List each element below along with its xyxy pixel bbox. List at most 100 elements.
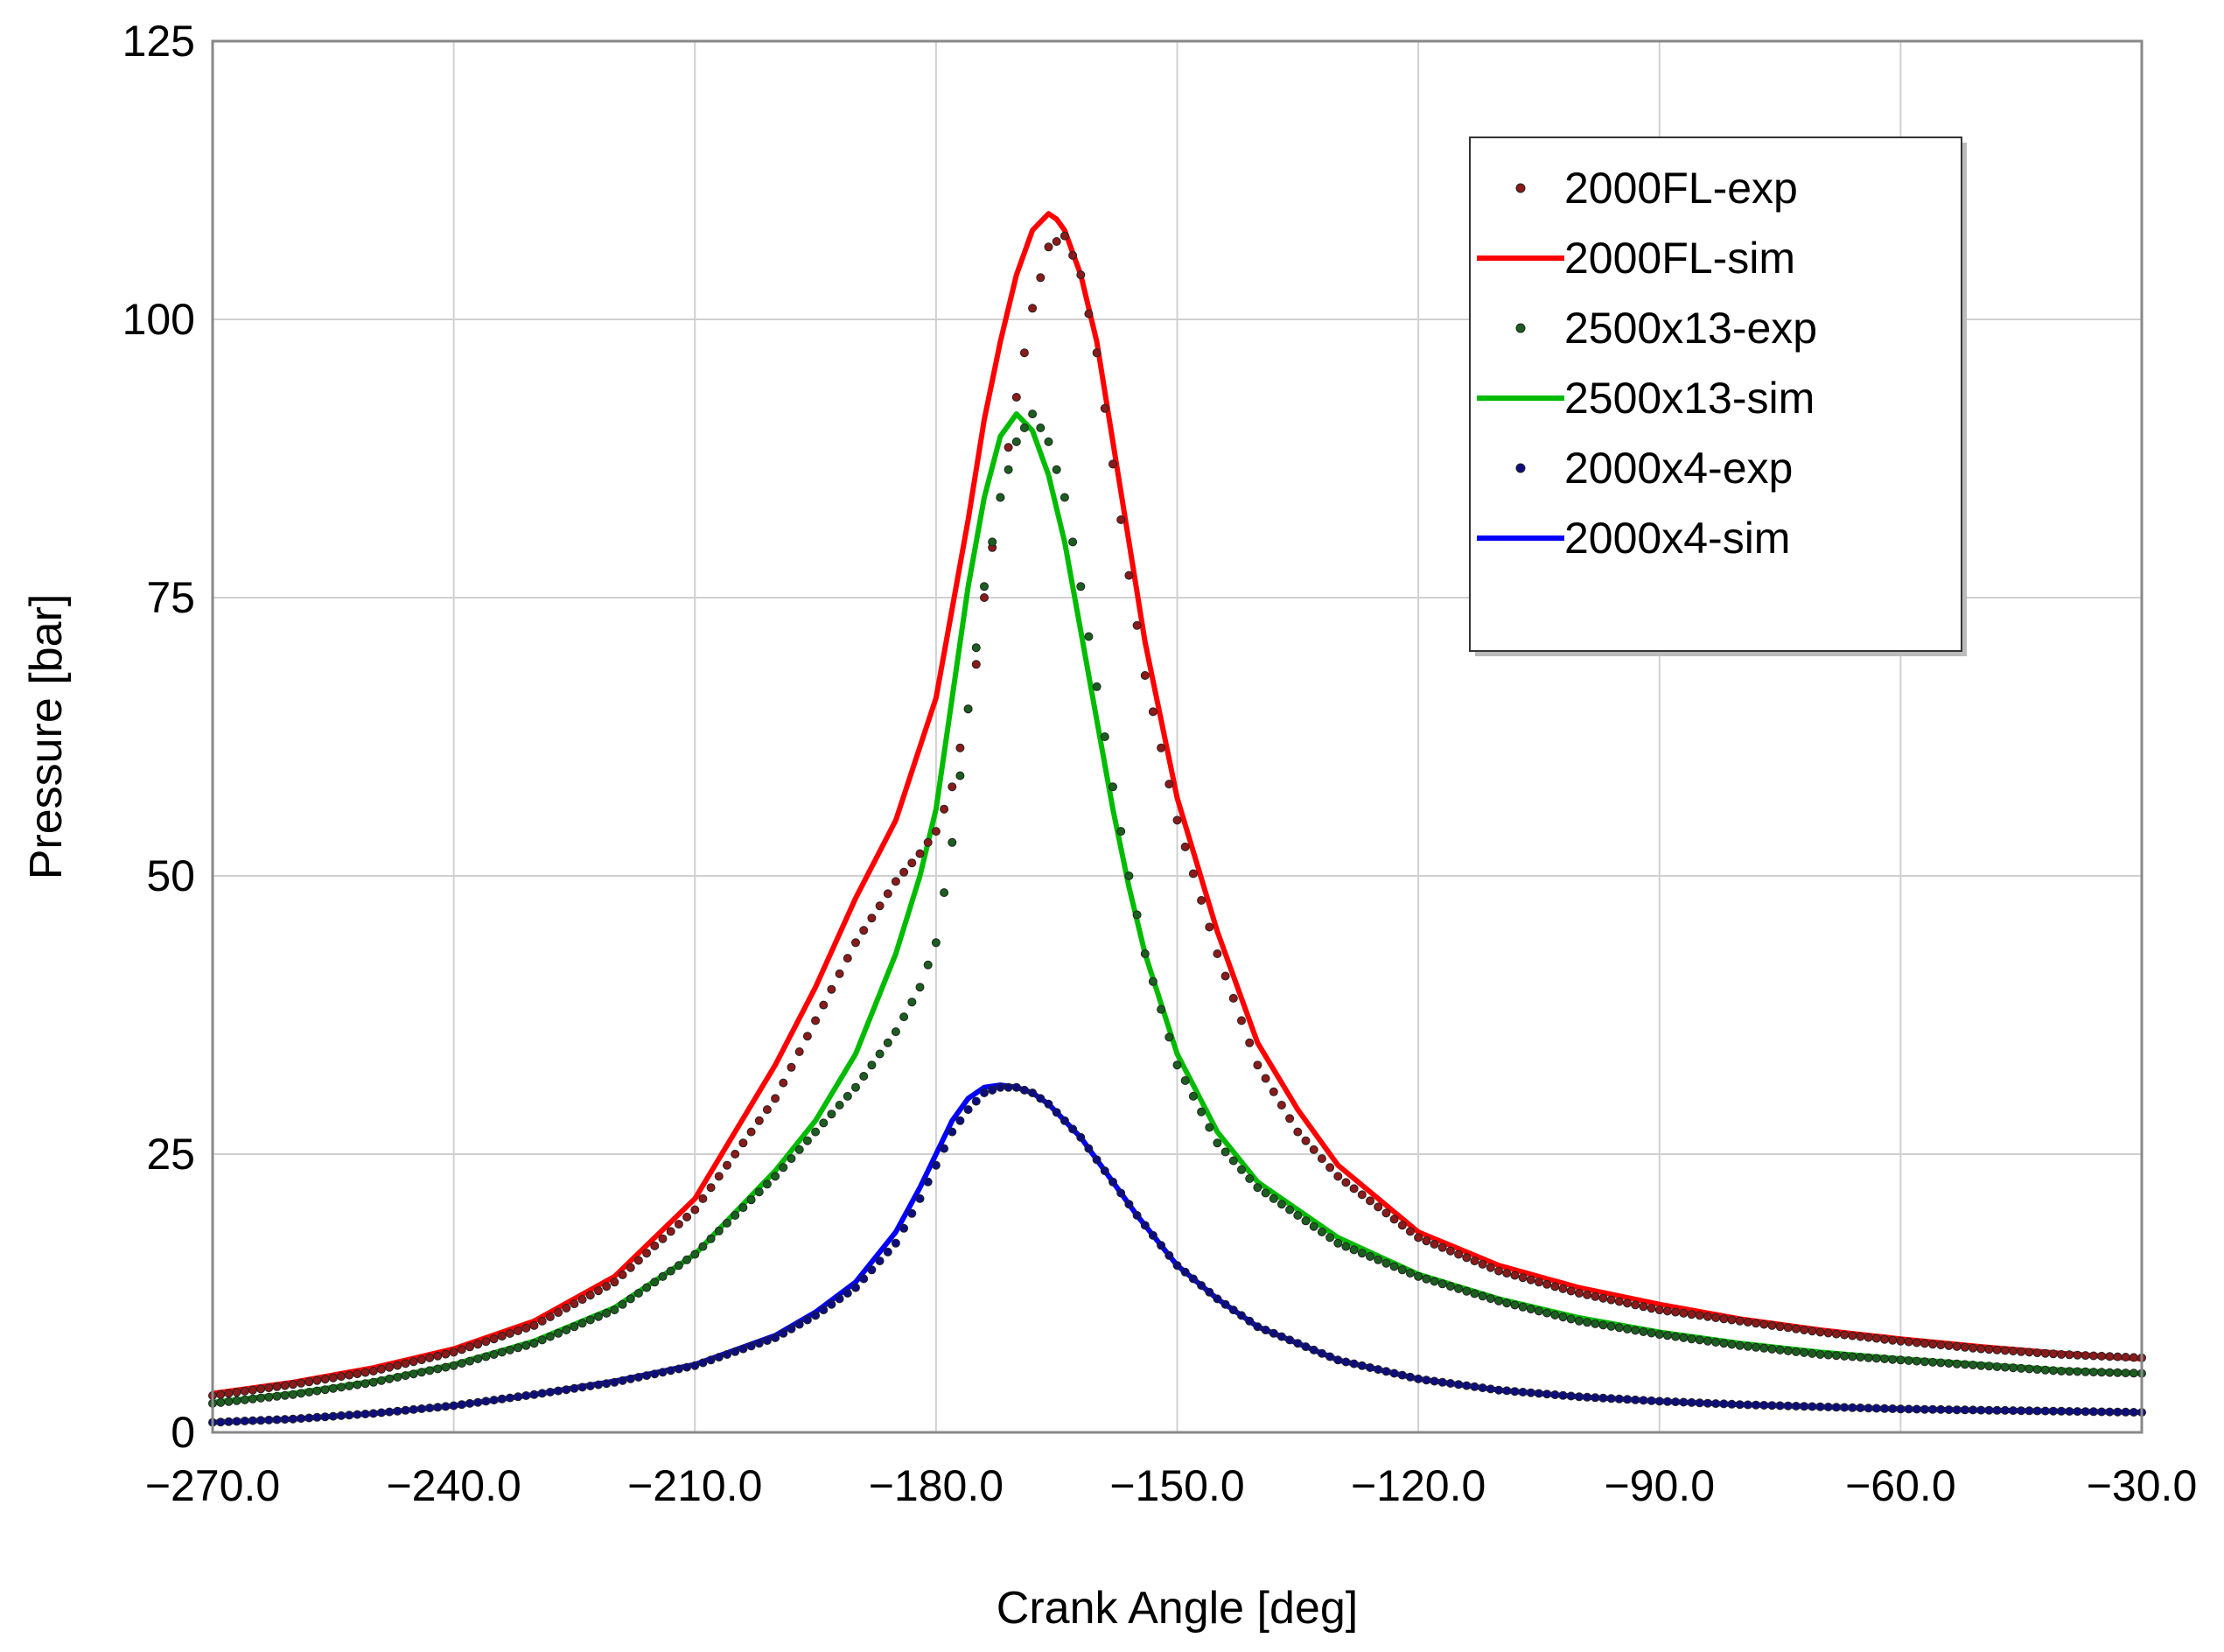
data-point xyxy=(1759,1343,1769,1353)
data-point xyxy=(706,1355,716,1365)
x-tick-label: −240.0 xyxy=(386,1461,521,1510)
data-point xyxy=(1791,1402,1801,1410)
data-point xyxy=(940,1144,949,1153)
data-point xyxy=(1703,1336,1712,1346)
data-point xyxy=(1036,1094,1046,1103)
data-point xyxy=(642,1283,652,1292)
data-point xyxy=(2017,1406,2026,1416)
data-point xyxy=(1654,1306,1664,1315)
x-tick-label: −120.0 xyxy=(1351,1461,1486,1510)
data-point xyxy=(787,1154,796,1164)
data-point xyxy=(1992,1345,2002,1354)
data-point xyxy=(232,1388,241,1397)
data-point xyxy=(762,1105,772,1115)
data-point xyxy=(1140,671,1150,680)
data-point xyxy=(1936,1404,1946,1414)
data-point xyxy=(1285,1114,1295,1124)
data-point xyxy=(1944,1359,1954,1368)
data-point xyxy=(1711,1313,1721,1322)
data-point xyxy=(731,1347,740,1356)
data-point xyxy=(819,1000,829,1010)
data-point xyxy=(1301,1136,1311,1145)
data-point xyxy=(626,1374,635,1383)
data-point xyxy=(1430,1277,1439,1286)
data-point xyxy=(1502,1386,1512,1396)
y-tick-label: 100 xyxy=(122,295,195,344)
data-point xyxy=(1631,1326,1640,1335)
data-point xyxy=(489,1350,499,1359)
data-point xyxy=(779,1163,788,1172)
data-point xyxy=(1654,1330,1664,1340)
data-point xyxy=(1912,1356,1921,1366)
data-point xyxy=(1109,459,1117,469)
data-point xyxy=(272,1382,282,1391)
data-point xyxy=(1759,1320,1769,1329)
data-point xyxy=(2105,1352,2115,1362)
data-point xyxy=(1213,1294,1222,1304)
data-point xyxy=(1164,1032,1174,1042)
data-point xyxy=(1188,869,1198,878)
data-point xyxy=(473,1340,483,1349)
data-point xyxy=(633,1373,643,1382)
data-point xyxy=(240,1386,249,1396)
data-point xyxy=(297,1389,306,1398)
data-point xyxy=(1494,1385,1503,1395)
data-point xyxy=(1437,1377,1447,1387)
data-point xyxy=(1188,1091,1198,1101)
data-point xyxy=(1028,410,1038,419)
data-point xyxy=(1092,348,1102,358)
data-point xyxy=(907,998,917,1007)
data-point xyxy=(425,1366,435,1376)
data-point xyxy=(1614,1394,1624,1404)
data-point xyxy=(1157,1004,1166,1014)
data-point xyxy=(1197,896,1206,905)
legend-label: 2000FL-sim xyxy=(1564,234,1795,283)
data-point xyxy=(2032,1365,2042,1375)
legend-label: 2500x13-exp xyxy=(1564,304,1817,353)
data-point xyxy=(851,1283,860,1292)
data-point xyxy=(1205,1123,1214,1132)
data-point xyxy=(746,1341,756,1351)
data-point xyxy=(1992,1362,2002,1371)
data-point xyxy=(1800,1402,1809,1411)
data-point xyxy=(963,704,973,714)
data-point xyxy=(473,1397,483,1407)
data-point xyxy=(1711,1399,1721,1409)
data-point xyxy=(1317,1228,1326,1236)
x-tick-label: −60.0 xyxy=(1845,1461,1956,1510)
data-point xyxy=(1205,922,1214,932)
data-point xyxy=(1752,1342,1760,1352)
data-point xyxy=(731,1211,740,1220)
data-point xyxy=(1213,949,1222,958)
data-point xyxy=(1647,1396,1656,1405)
data-point xyxy=(1871,1334,1881,1343)
data-point xyxy=(1936,1340,1946,1350)
data-point xyxy=(794,1047,804,1056)
data-point xyxy=(779,1328,788,1338)
data-point xyxy=(859,926,869,935)
legend-label: 2000FL-exp xyxy=(1564,164,1798,213)
data-point xyxy=(2073,1407,2082,1417)
data-point xyxy=(481,1337,491,1347)
data-point xyxy=(2129,1368,2138,1378)
data-point xyxy=(216,1390,226,1399)
data-point xyxy=(1374,1255,1383,1264)
data-point xyxy=(1831,1403,1841,1412)
data-point xyxy=(996,493,1005,502)
data-point xyxy=(2088,1351,2098,1361)
data-point xyxy=(1445,1282,1455,1292)
data-point xyxy=(1960,1405,1969,1415)
legend-box xyxy=(1469,136,1962,652)
data-point xyxy=(980,582,989,592)
data-point xyxy=(353,1410,362,1419)
data-point xyxy=(1357,1361,1367,1370)
data-point xyxy=(1510,1387,1520,1396)
data-point xyxy=(409,1357,418,1367)
data-point xyxy=(385,1374,395,1383)
data-point xyxy=(401,1405,410,1415)
data-point xyxy=(698,1194,708,1203)
data-point xyxy=(328,1383,338,1393)
data-point xyxy=(2065,1350,2074,1360)
data-point xyxy=(859,1072,869,1081)
